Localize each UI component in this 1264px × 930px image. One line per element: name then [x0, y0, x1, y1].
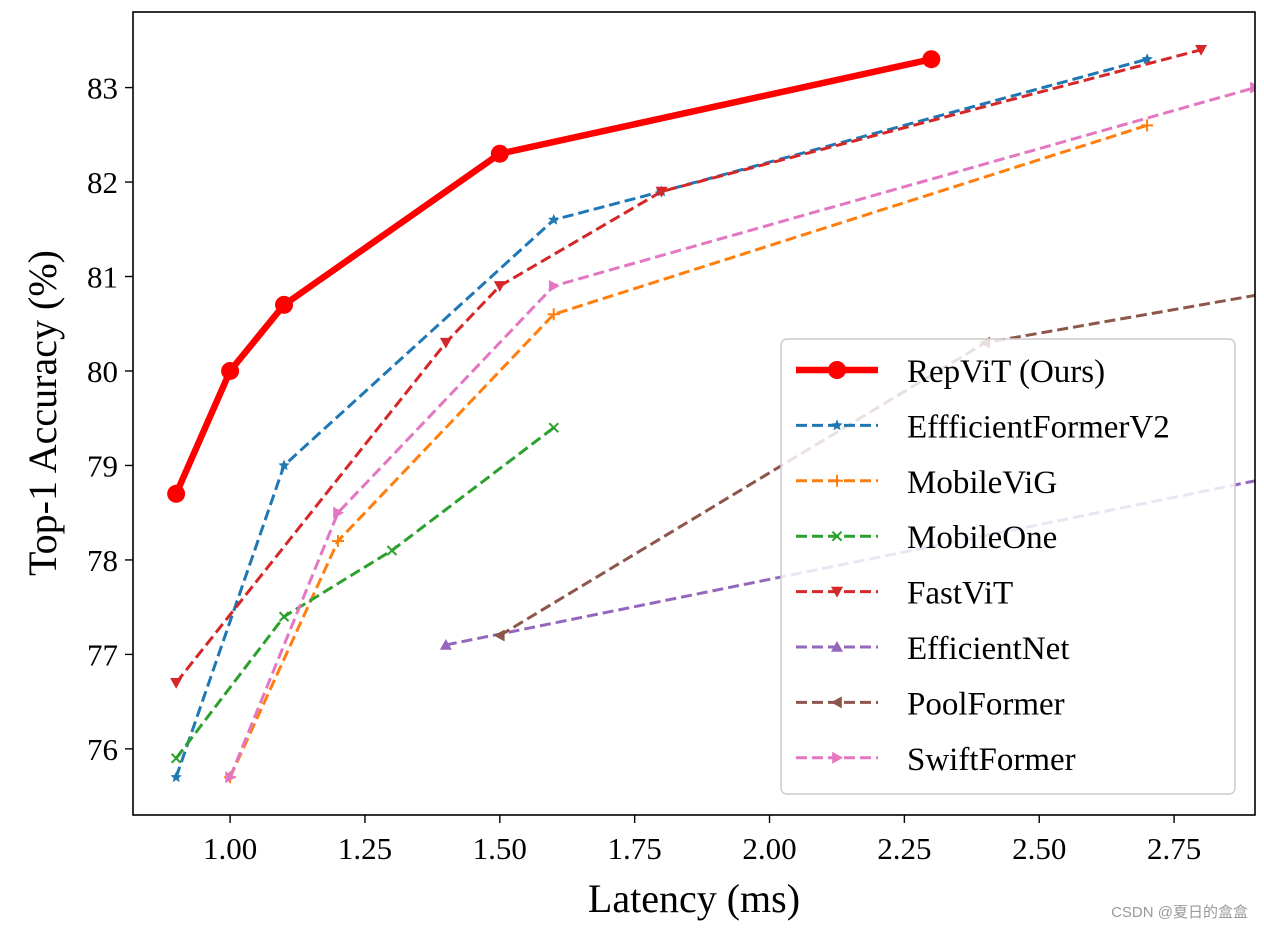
data-point: [547, 308, 560, 321]
y-tick-label: 79: [87, 448, 118, 483]
legend-marker: [828, 361, 846, 379]
legend-marker: [831, 474, 843, 487]
x-tick-label: 2.00: [742, 831, 796, 866]
series-line: [228, 86, 1255, 778]
x-tick-label: 2.25: [877, 831, 931, 866]
data-point: [278, 611, 290, 622]
data-point: [548, 422, 559, 433]
legend-label: MobileViG: [907, 465, 1057, 501]
y-tick-label: 81: [87, 260, 118, 295]
data-point: [493, 629, 505, 642]
legend-marker: [831, 586, 843, 598]
legend-marker: [832, 751, 843, 764]
legend-item-fastvit: FastViT: [796, 576, 1013, 612]
data-point: [278, 459, 290, 471]
data-point: [1141, 119, 1154, 132]
y-tick-label: 76: [87, 732, 118, 767]
series-line: [174, 426, 555, 760]
legend-item-efficientnet: EfficientNet: [796, 631, 1070, 667]
series-repvit-ours: [167, 50, 941, 503]
legend-label: MobileOne: [907, 520, 1057, 556]
data-point: [221, 361, 240, 380]
data-point: [493, 281, 506, 292]
y-tick-label: 80: [87, 354, 118, 389]
watermark: CSDN @夏日的盒盒: [1111, 904, 1248, 921]
legend-marker: [831, 530, 843, 542]
data-point: [333, 506, 344, 519]
data-point: [655, 186, 668, 198]
data-point: [922, 50, 941, 69]
data-point: [386, 545, 398, 556]
x-tick-label: 2.75: [1147, 831, 1201, 866]
data-point: [275, 295, 294, 314]
data-point: [167, 484, 186, 503]
legend-marker: [831, 696, 842, 709]
data-point: [439, 638, 452, 650]
legend: RepViT (Ours) EffficientFormerV2 MobileViG…: [780, 338, 1236, 795]
legend-item-effficientformerv2: EffficientFormerV2: [796, 409, 1170, 445]
data-point: [1141, 53, 1153, 65]
data-point: [170, 753, 182, 764]
legend-label: EfficientNet: [907, 631, 1070, 667]
data-point: [439, 337, 452, 349]
legend-label: SwiftFormer: [907, 742, 1076, 778]
data-point: [548, 279, 560, 292]
legend-item-swiftformer: SwiftFormer: [796, 742, 1076, 778]
data-point: [331, 535, 344, 548]
data-point: [490, 144, 509, 163]
y-tick-label: 77: [87, 637, 118, 672]
series-swiftformer: [225, 81, 1255, 784]
legend-box: [780, 338, 1236, 795]
y-tick-label: 78: [87, 543, 118, 578]
y-tick-label: 83: [87, 71, 118, 106]
axis-ticks: 1.00 1.25 1.50 1.75 2.00 2.25 2.50 2.75 76 77 78 79…: [87, 71, 1201, 866]
legend-marker: [831, 419, 843, 431]
legend-item-repvit-ours: RepViT (Ours): [796, 354, 1105, 390]
x-tick-label: 2.50: [1012, 831, 1066, 866]
series-fastvit: [170, 44, 1208, 689]
legend-marker: [831, 641, 843, 652]
legend-item-mobileone: MobileOne: [796, 520, 1057, 556]
data-point: [170, 677, 183, 689]
legend-label: EffficientFormerV2: [907, 409, 1170, 445]
data-point: [225, 771, 237, 784]
legend-label: PoolFormer: [907, 686, 1065, 722]
y-axis-title: Top-1 Accuracy (%): [20, 250, 65, 576]
y-tick-label: 82: [87, 165, 118, 200]
plot-frame: [132, 11, 1256, 816]
x-tick-label: 1.50: [473, 831, 527, 866]
data-point: [1195, 44, 1208, 56]
x-tick-label: 1.75: [608, 831, 662, 866]
legend-item-mobilevig: MobileViG: [796, 465, 1057, 501]
legend-label: FastViT: [907, 576, 1013, 612]
series-mobileone: [170, 422, 559, 764]
series-line: [228, 123, 1148, 778]
x-tick-label: 1.00: [203, 831, 257, 866]
x-tick-label: 1.25: [338, 831, 392, 866]
data-point: [1250, 81, 1255, 94]
legend-label: RepViT (Ours): [907, 354, 1105, 390]
data-point: [170, 771, 182, 783]
x-axis-title: Latency (ms): [588, 876, 800, 921]
data-point: [548, 213, 560, 225]
legend-item-poolformer: PoolFormer: [796, 686, 1065, 722]
